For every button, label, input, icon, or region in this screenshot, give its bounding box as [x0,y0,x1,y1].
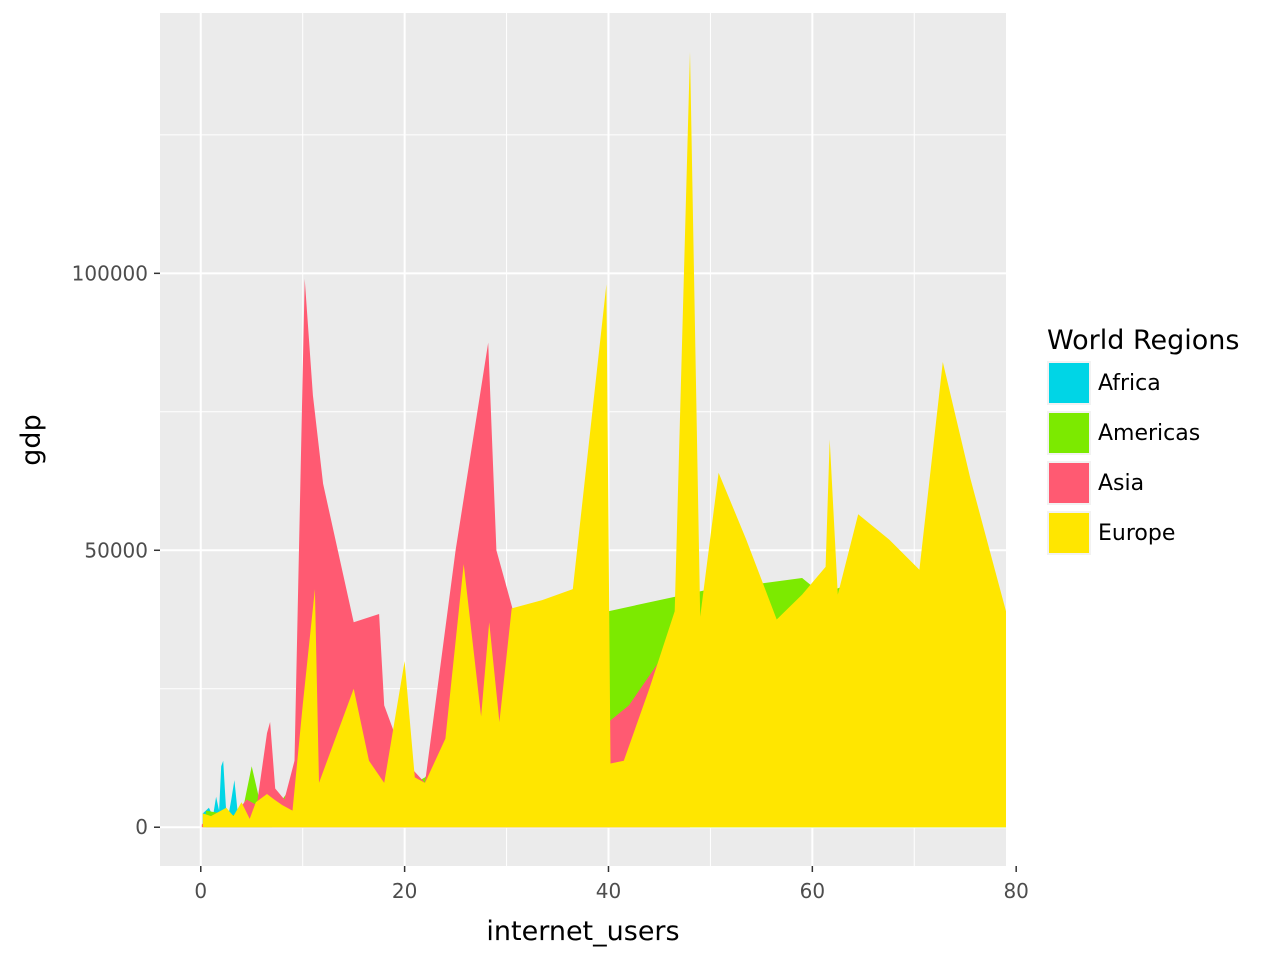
x-tick-label: 80 [1003,879,1028,903]
x-tick-label: 0 [194,879,207,903]
grid-minor [160,13,1006,866]
legend-label-africa: Africa [1098,371,1161,396]
area-europe [202,51,1007,828]
x-axis: 0 20 40 60 80 [194,866,1029,903]
area-asia [201,278,691,828]
y-axis-title: gdp [16,414,47,465]
y-tick-label: 100000 [72,261,148,285]
area-series-group [201,51,1007,828]
x-axis-title: internet_users [486,916,679,947]
y-tick-label: 0 [135,815,148,839]
x-tick-label: 60 [800,879,825,903]
legend-swatch-asia [1049,463,1089,503]
legend-swatch-europe [1049,513,1089,553]
y-tick-label: 50000 [84,538,148,562]
legend: World Regions Africa Americas Asia Europe [1047,325,1239,555]
legend-items: Africa Americas Asia Europe [1047,361,1200,555]
legend-swatch-americas [1049,413,1089,453]
legend-label-asia: Asia [1098,471,1144,496]
legend-swatch-africa [1049,363,1089,403]
x-tick-label: 40 [596,879,621,903]
legend-label-americas: Americas [1098,421,1200,446]
legend-title: World Regions [1047,325,1239,356]
legend-label-europe: Europe [1098,521,1175,546]
y-axis: 0 50000 100000 [72,261,160,839]
x-tick-label: 20 [392,879,417,903]
area-africa [202,760,273,828]
